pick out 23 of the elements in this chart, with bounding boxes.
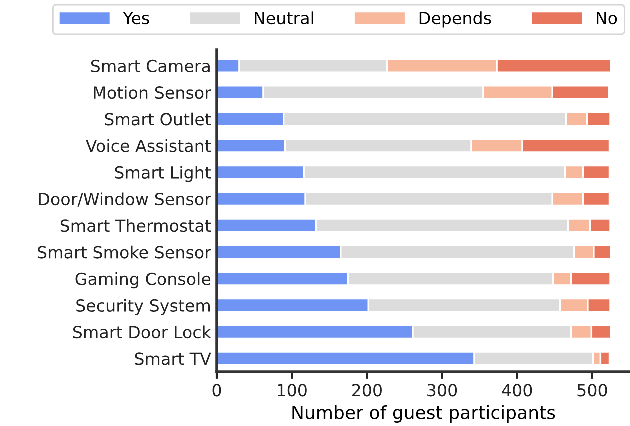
y-tick-label: Smart Door Lock bbox=[73, 326, 212, 339]
y-tick-label: Smart Camera bbox=[91, 60, 210, 73]
y-tick-label: Smart Outlet bbox=[105, 112, 212, 126]
legend-label: Depends bbox=[420, 12, 492, 28]
x-tick-label: 400 bbox=[502, 384, 532, 397]
y-tick-label: Motion Sensor bbox=[94, 86, 212, 100]
x-tick-label: 500 bbox=[578, 384, 608, 397]
y-tick-label: Door/Window Sensor bbox=[39, 192, 212, 207]
y-tick-label: Smart Smoke Sensor bbox=[38, 246, 212, 259]
x-tick-label: 100 bbox=[278, 384, 307, 397]
legend-label: No bbox=[596, 12, 618, 25]
legend-label: Neutral bbox=[255, 12, 314, 25]
legend-label: Yes bbox=[123, 12, 150, 25]
y-tick-label: Security System bbox=[76, 299, 210, 316]
x-tick-label: 0 bbox=[212, 384, 222, 397]
y-tick-label: Gaming Console bbox=[76, 272, 211, 289]
y-tick-label: Smart Thermostat bbox=[60, 219, 212, 232]
y-tick-label: Smart TV bbox=[135, 352, 212, 366]
y-tick-label: Smart Light bbox=[115, 166, 212, 182]
x-tick-label: 200 bbox=[352, 384, 382, 397]
x-tick-label: 300 bbox=[428, 384, 458, 397]
y-tick-label: Voice Assistant bbox=[86, 139, 212, 152]
x-axis-title: Number of guest participants bbox=[292, 405, 556, 423]
